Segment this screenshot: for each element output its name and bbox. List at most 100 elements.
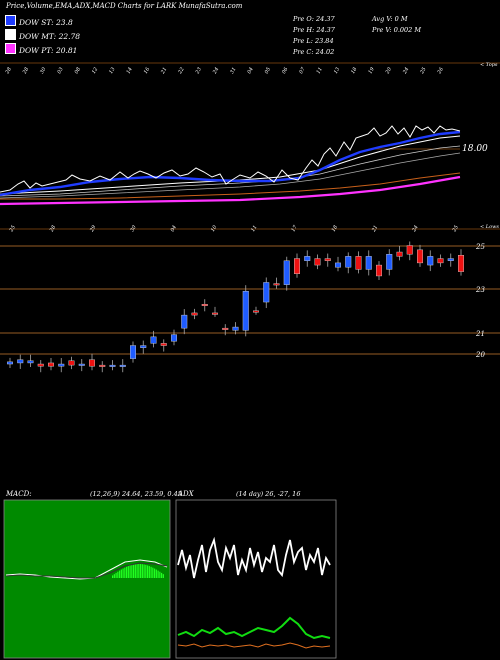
candle-up <box>365 256 372 270</box>
candle-up <box>304 256 311 261</box>
candle-down <box>294 258 301 274</box>
macd-hist-bar <box>124 567 126 578</box>
date-label: 19 <box>367 66 376 75</box>
date-label: 06 <box>281 66 290 75</box>
legend-dow-pt: DOW PT: 20.81 <box>5 43 77 55</box>
candle-down <box>252 310 259 313</box>
macd-hist-bar <box>127 566 129 578</box>
date-label: 12 <box>91 66 99 75</box>
date-label: 07 <box>298 66 307 75</box>
legend-label-mt: DOW MT: 22.78 <box>19 32 81 41</box>
macd-hist-bar <box>152 567 154 578</box>
candle-up <box>129 345 136 359</box>
info-pre-low: Pre L: 23.84 <box>293 37 334 45</box>
candle-panel: 25 23 21 20 <box>0 241 500 373</box>
candle-up <box>17 359 24 364</box>
adx-di-line-green <box>177 616 331 640</box>
candle-down <box>458 255 465 272</box>
macd-hist-bar <box>159 571 161 578</box>
date-label: 30 <box>39 66 48 75</box>
date-label: 28 <box>48 224 57 233</box>
candle-down <box>211 312 218 315</box>
legend-swatch-blue <box>5 15 16 26</box>
candle-up <box>263 282 270 303</box>
level-label-21: 21 <box>475 330 485 338</box>
ema-line-magenta-pt <box>0 175 461 206</box>
candle-down <box>376 264 383 277</box>
date-label: 28 <box>4 66 13 75</box>
date-label: 05 <box>264 66 272 75</box>
candle-down <box>396 251 403 257</box>
chart-title: Price,Volume,EMA,ADX,MACD Charts for LAR… <box>6 2 243 10</box>
macd-hist-bar <box>136 564 138 578</box>
macd-hist-bar <box>129 565 131 578</box>
candle-up <box>283 260 290 285</box>
macd-hist-bar <box>157 570 159 578</box>
adx-di-line-white <box>177 536 331 579</box>
date-label: 23 <box>194 66 203 75</box>
date-label: 25 <box>451 224 460 233</box>
legend-label-st: DOW ST: 23.8 <box>19 18 73 27</box>
date-label: 29 <box>89 224 98 234</box>
macd-hist-bar <box>162 574 164 578</box>
candle-up <box>447 258 454 261</box>
candle-down <box>314 258 321 266</box>
ema-line-blue-st <box>0 130 461 197</box>
candle-down <box>324 258 331 261</box>
date-label: 28 <box>21 66 30 75</box>
candle-up <box>140 345 147 348</box>
candle-down <box>68 360 75 366</box>
level-label-23: 23 <box>475 286 485 294</box>
candle-up <box>386 253 393 270</box>
date-label: 24 <box>411 224 420 233</box>
macd-hist-bar <box>161 572 163 578</box>
info-pre-volume: Pre V: 0.002 M <box>372 26 422 34</box>
date-label: 11 <box>250 224 258 233</box>
info-pre-open: Pre O: 24.37 <box>293 15 335 23</box>
date-label: 20 <box>384 66 393 76</box>
macd-hist-bar <box>143 564 145 578</box>
date-label: 10 <box>210 224 219 233</box>
date-label: 18 <box>331 224 339 233</box>
candle-down <box>417 249 424 264</box>
date-label: 25 <box>419 66 428 75</box>
macd-hist-bar <box>120 569 122 578</box>
tops-label: < Tops <box>480 62 498 68</box>
legend-swatch-white <box>5 29 16 40</box>
macd-hist-bar <box>133 564 135 578</box>
adx-line-orange <box>177 642 331 649</box>
adx-label: ADX <box>177 490 195 498</box>
candle-down <box>37 363 44 367</box>
candle-marks <box>6 241 465 373</box>
candle-down <box>222 327 229 330</box>
candle-up <box>150 336 157 344</box>
ema-line-white-mt <box>0 135 461 195</box>
info-avg-volume: Avg V: 0 M <box>372 15 408 23</box>
candle-down <box>99 364 106 367</box>
price-ema-panel: 18.00 < Tops < Lows 28 28 30 03 08 12 13 14 16 21… <box>0 62 500 234</box>
level-label-20: 20 <box>475 351 485 359</box>
date-label: 25 <box>8 224 17 233</box>
date-label: 24 <box>401 66 410 75</box>
date-label: 11 <box>316 66 324 75</box>
candle-up <box>27 360 34 364</box>
candle-down <box>160 343 167 346</box>
macd-hist-bar <box>112 575 114 578</box>
macd-panel: MACD: (12,26,9) 24.64, 23.59, 0.45 <box>3 490 182 659</box>
macd-hist-bar <box>117 571 119 578</box>
adx-params: (14 day) 26, -27, 16 <box>236 490 300 498</box>
price-label-18: 18.00 <box>462 144 488 154</box>
candle-down <box>355 256 362 270</box>
candle-up <box>109 364 116 367</box>
date-label: 13 <box>108 66 116 75</box>
date-label: 14 <box>125 66 133 75</box>
adx-background <box>175 499 337 659</box>
macd-hist-bar <box>122 568 124 578</box>
level-label-25: 25 <box>475 243 485 251</box>
candle-down <box>191 312 198 316</box>
macd-signal-line <box>5 562 168 579</box>
macd-hist-bar <box>148 566 150 578</box>
macd-hist-bar <box>138 564 140 578</box>
info-pre-close: Pre C: 24.02 <box>293 48 335 56</box>
candle-up <box>335 262 342 268</box>
